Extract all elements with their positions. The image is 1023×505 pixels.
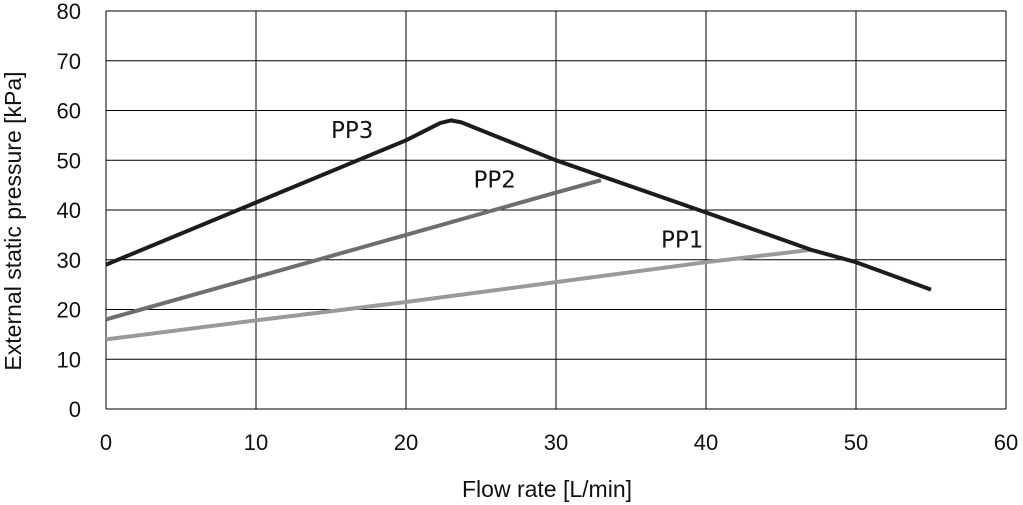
series-label-pp2: PP2 xyxy=(474,168,516,194)
x-tick-label: 40 xyxy=(694,430,718,455)
y-tick-label: 70 xyxy=(57,49,81,74)
series-line-pp3 xyxy=(105,118,932,292)
series-label-pp3: PP3 xyxy=(331,118,373,144)
series-labels: PP1 PP2 PP3 xyxy=(331,118,703,253)
y-tick-label: 50 xyxy=(57,148,81,173)
y-tick-label: 60 xyxy=(57,99,81,124)
series-line-pp1 xyxy=(105,247,812,342)
y-tick-label: 0 xyxy=(69,397,81,422)
y-tick-label: 30 xyxy=(57,248,81,273)
x-axis-title: Flow rate [L/min] xyxy=(462,476,632,502)
x-tick-label: 30 xyxy=(544,430,568,455)
x-tick-label: 10 xyxy=(244,430,268,455)
y-tick-label: 40 xyxy=(57,198,81,223)
x-tick-label: 60 xyxy=(994,430,1018,455)
y-tick-label: 10 xyxy=(57,347,81,372)
x-tick-label: 0 xyxy=(100,430,112,455)
y-tick-label: 20 xyxy=(57,298,81,323)
series-label-pp1: PP1 xyxy=(661,227,703,253)
y-tick-label: 80 xyxy=(57,0,81,24)
x-tick-label: 50 xyxy=(844,430,868,455)
x-tick-label: 20 xyxy=(394,430,418,455)
series-line-pp2 xyxy=(105,178,602,322)
y-axis-title: External static pressure [kPa] xyxy=(0,71,26,370)
tick-labels: 0 10 20 30 40 50 60 0 10 20 30 40 50 60 70 80 xyxy=(57,0,1019,455)
series-layer xyxy=(105,118,932,342)
